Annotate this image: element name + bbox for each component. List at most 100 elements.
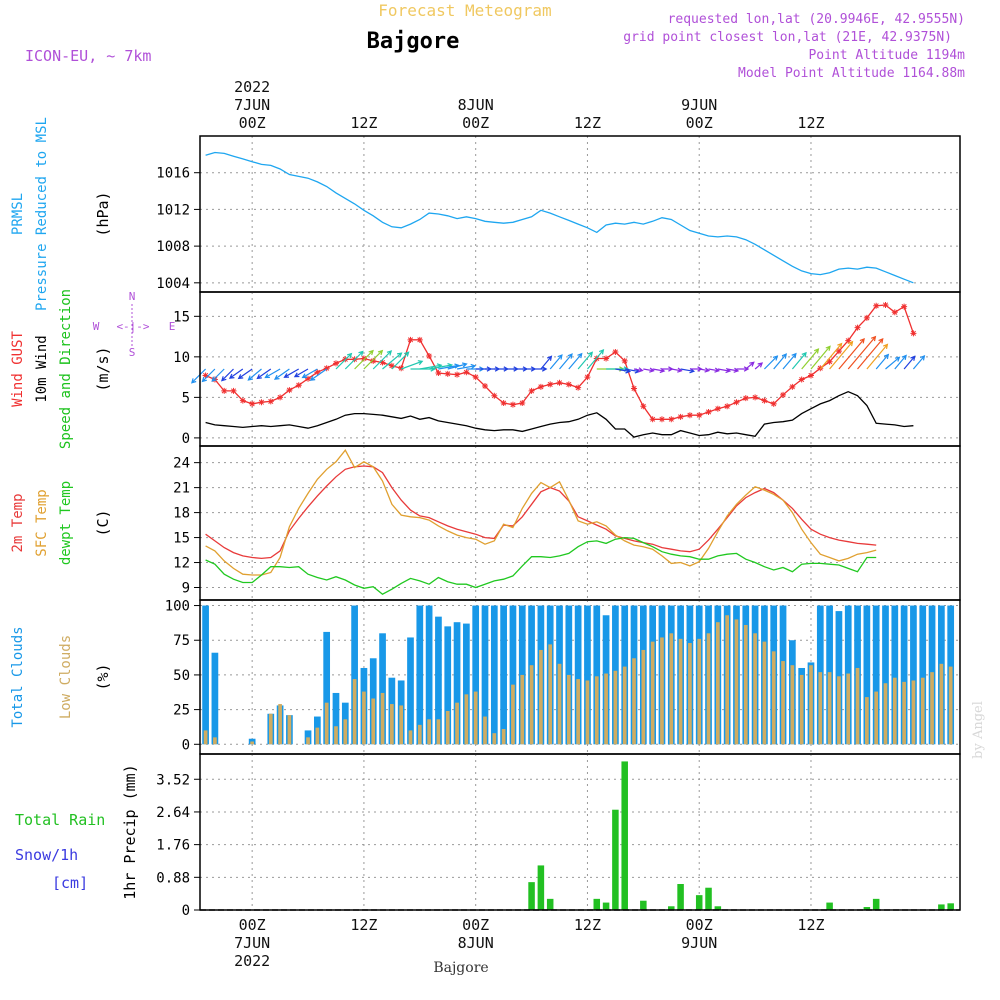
bottom-tick-label: 12Z <box>350 916 377 934</box>
series-line-2m-temp <box>205 465 877 560</box>
gust-marker <box>239 397 246 404</box>
gust-marker <box>221 387 228 394</box>
rain-bar <box>621 761 628 910</box>
series-line-dewpt-temp <box>205 536 877 595</box>
rain-bar <box>612 809 619 910</box>
total-cloud-bar <box>872 605 880 745</box>
wind-arrow <box>211 368 225 382</box>
total-cloud-bar <box>863 605 871 745</box>
top-tick-label: 12Z <box>574 114 601 132</box>
total-cloud-bar <box>351 605 358 745</box>
low-cloud-bar <box>250 741 255 745</box>
low-cloud-bar <box>464 694 469 745</box>
gust-marker <box>891 309 898 316</box>
low-cloud-bar <box>641 649 646 745</box>
gust-marker <box>845 337 852 344</box>
low-cloud-bar <box>827 672 832 745</box>
gust-marker <box>314 369 321 376</box>
y-tick-label: 25 <box>173 703 190 719</box>
panel-label: Total Clouds <box>10 626 26 727</box>
gust-marker <box>798 376 805 383</box>
low-cloud-bar <box>548 644 553 745</box>
gust-marker <box>742 395 749 402</box>
total-cloud-bar <box>435 616 442 745</box>
low-cloud-bar <box>697 638 702 745</box>
total-cloud-bar <box>891 605 899 745</box>
total-cloud-bar <box>593 605 601 745</box>
gust-marker <box>295 382 302 389</box>
total-cloud-bar <box>332 692 340 745</box>
wind-arrow <box>727 367 740 373</box>
total-cloud-bar <box>900 605 908 745</box>
wind-arrow <box>568 352 583 370</box>
low-cloud-bar <box>576 679 580 745</box>
low-cloud-bar <box>501 729 506 745</box>
unit-label: (C) <box>94 509 112 536</box>
series-line-10m-wind <box>205 390 914 438</box>
low-cloud-bar <box>371 698 376 745</box>
wind-arrow <box>829 340 854 370</box>
total-cloud-bar <box>416 605 424 745</box>
gust-marker <box>407 336 414 343</box>
panel-pressure: 1004 1008 1012 1016 (hPa) PRMSL Pressure Reduc… <box>10 117 961 311</box>
low-cloud-bar <box>846 673 851 745</box>
gust-marker <box>500 400 507 407</box>
wind-arrow <box>400 360 424 370</box>
gust-marker <box>677 413 684 420</box>
low-cloud-bar <box>855 667 860 745</box>
wind-arrow <box>643 367 655 373</box>
y-tick-label: 0 <box>182 903 190 919</box>
total-cloud-bar <box>882 605 889 745</box>
gust-marker <box>426 353 433 360</box>
wind-arrow <box>633 367 644 373</box>
wind-arrow <box>699 367 711 373</box>
total-cloud-bar <box>202 605 209 745</box>
low-cloud-bar <box>408 730 413 745</box>
total-cloud-bar <box>453 622 461 745</box>
low-cloud-bar <box>650 641 655 745</box>
point-altitude: Point Altitude 1194m <box>808 48 965 63</box>
low-cloud-bar <box>306 737 310 745</box>
wind-arrow <box>857 338 884 370</box>
rain-bar <box>640 900 647 910</box>
gust-marker <box>463 369 470 376</box>
gust-marker <box>258 399 265 406</box>
low-cloud-bar <box>678 638 683 745</box>
gust-marker <box>705 408 712 415</box>
gust-marker <box>509 401 516 408</box>
gust-marker <box>435 370 442 377</box>
rain-bar <box>863 907 871 910</box>
total-cloud-bar <box>463 623 470 745</box>
panel-label: Total Rain <box>15 811 105 829</box>
requested-coords: requested lon,lat (20.9946E, 42.9555N) <box>668 12 965 27</box>
gust-marker <box>249 400 256 407</box>
low-cloud-bar <box>203 730 208 745</box>
low-cloud-bar <box>874 691 879 745</box>
gust-marker <box>882 301 889 308</box>
gust-marker <box>472 374 479 381</box>
wind-arrow <box>531 366 548 372</box>
low-cloud-bar <box>911 680 916 745</box>
top-tick-label: 00Z <box>686 114 713 132</box>
rain-bar <box>714 906 722 910</box>
gust-marker <box>202 372 209 379</box>
wind-arrow <box>763 355 779 370</box>
gust-marker <box>603 355 610 362</box>
gust-marker <box>724 403 731 410</box>
low-cloud-bar <box>725 615 730 745</box>
gust-marker <box>752 394 759 401</box>
low-cloud-bar <box>213 737 217 745</box>
gust-marker <box>807 372 814 379</box>
low-cloud-bar <box>483 716 487 745</box>
panel-label: SFC Temp <box>34 489 50 556</box>
low-cloud-bar <box>753 633 757 745</box>
low-cloud-bar <box>743 624 748 745</box>
gust-marker <box>761 397 768 404</box>
gust-marker <box>733 399 740 406</box>
wind-arrow <box>391 351 410 370</box>
low-cloud-bar <box>566 674 571 745</box>
total-cloud-bar <box>919 605 927 745</box>
total-cloud-bar <box>910 605 917 745</box>
